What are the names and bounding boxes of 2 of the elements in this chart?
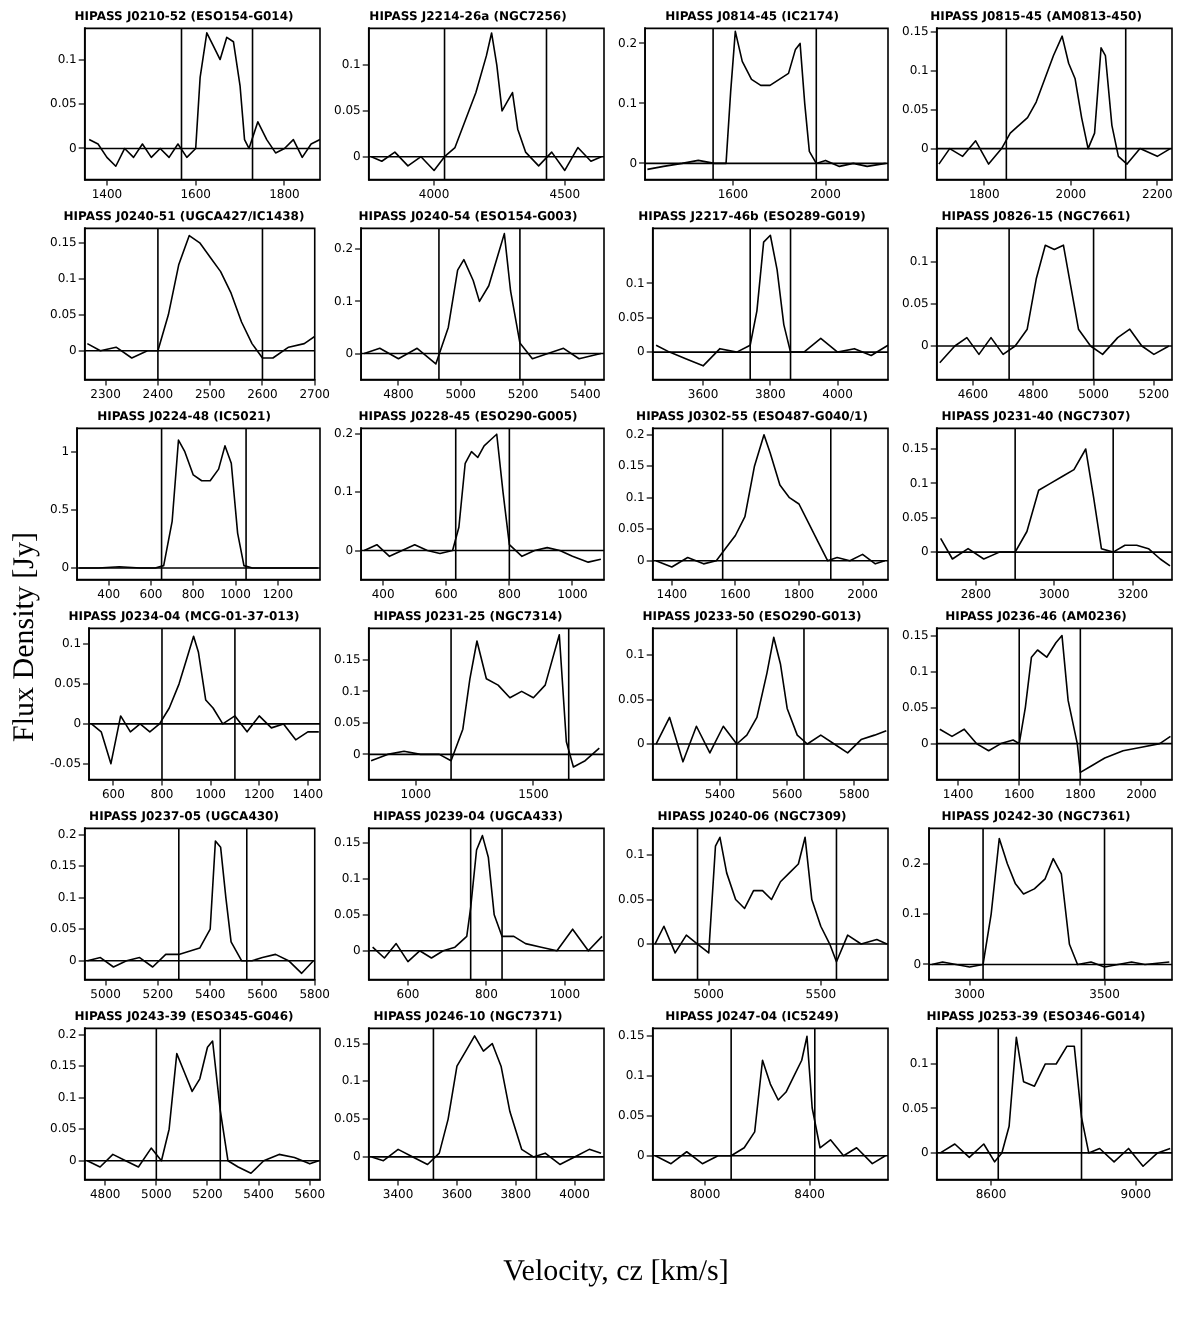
y-axis-title: Flux Density [Jy] (9, 530, 43, 746)
x-axis-title: Velocity, cz [km/s] (501, 1256, 731, 1290)
